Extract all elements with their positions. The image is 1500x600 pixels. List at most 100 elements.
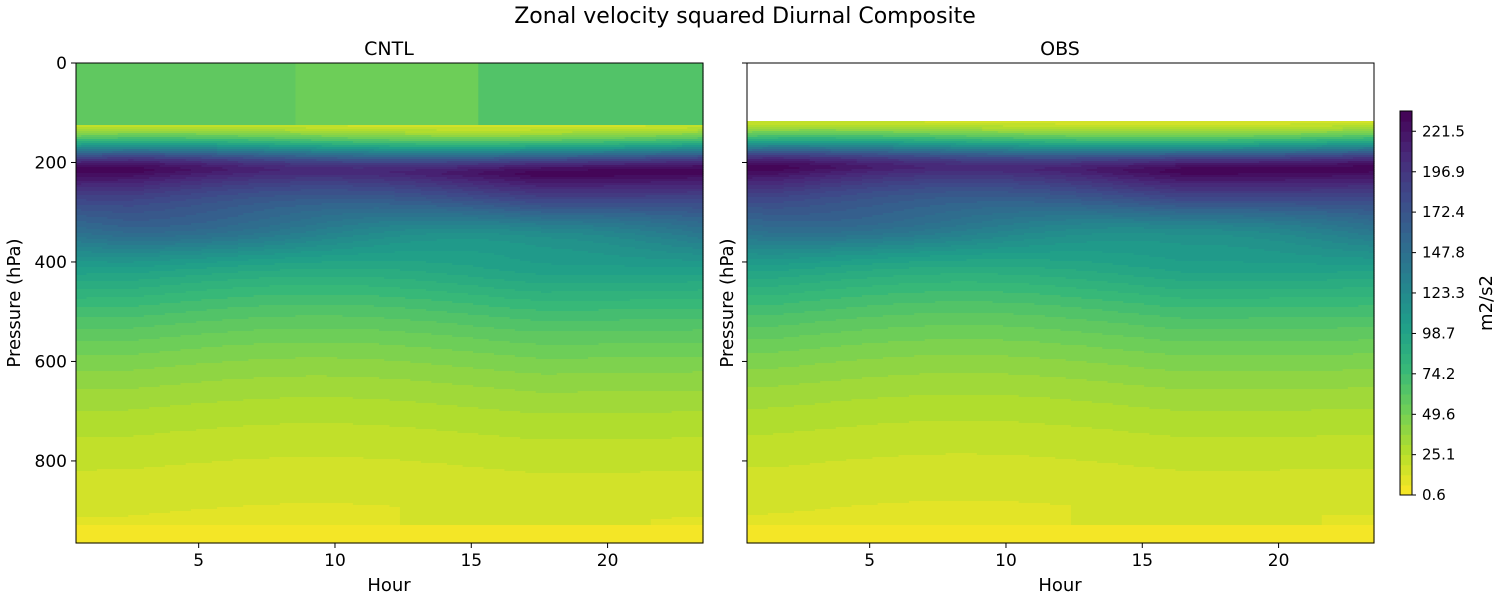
contour-cell	[1044, 197, 1103, 200]
contour-cell	[940, 273, 999, 276]
colorbar-level	[1400, 464, 1412, 476]
contour-cell	[452, 263, 553, 266]
contour-cell	[467, 169, 506, 172]
contour-cell	[747, 251, 832, 254]
contour-cell	[201, 299, 432, 302]
contour-cell	[399, 515, 704, 518]
contour-cell	[190, 205, 239, 208]
contour-cell	[747, 297, 842, 300]
contour-cell	[783, 303, 894, 306]
contour-cell	[1039, 173, 1082, 176]
axes-frame-cntl	[75, 62, 704, 544]
contour-cell	[269, 231, 307, 234]
contour-cell	[462, 213, 521, 216]
contour-cell	[399, 519, 652, 522]
contour-cell	[1311, 159, 1375, 162]
contour-cell	[478, 105, 704, 108]
contour-cell	[1123, 169, 1166, 172]
contour-cell	[1316, 139, 1375, 142]
contour-cell	[76, 181, 145, 184]
contour-cell	[190, 173, 234, 176]
contour-cell	[1165, 157, 1291, 160]
contour-cell	[1353, 217, 1375, 220]
contour-cell	[76, 267, 208, 270]
contour-cell	[342, 177, 411, 180]
contour-cell	[1159, 315, 1375, 318]
contour-cell	[982, 139, 1077, 142]
contour-cell	[405, 297, 506, 300]
contour-cell	[645, 213, 704, 216]
contour-cell	[237, 161, 286, 164]
contour-cell	[752, 177, 806, 180]
contour-cell	[893, 211, 947, 214]
contour-cell	[488, 295, 704, 298]
contour-cell	[76, 129, 286, 132]
contour-cell	[76, 153, 103, 156]
contour-cell	[488, 195, 537, 198]
contour-cell	[389, 243, 526, 246]
contour-cell	[747, 377, 863, 380]
contour-cell	[509, 317, 704, 320]
contour-cell	[494, 287, 704, 290]
contour-cell	[478, 75, 704, 78]
contour-cell	[201, 281, 438, 284]
contour-cell	[1138, 293, 1375, 296]
contour-cell	[747, 527, 1375, 530]
contour-cell	[1034, 201, 1114, 204]
contour-cell	[619, 245, 673, 248]
contour-cell	[76, 115, 297, 118]
contour-cell	[509, 341, 704, 344]
contour-cell	[747, 399, 853, 402]
contour-cell	[1128, 171, 1161, 174]
contour-cell	[76, 507, 218, 510]
contour-cell	[133, 205, 192, 208]
contour-cell	[1269, 239, 1323, 242]
contour-cell	[159, 151, 218, 154]
contour-cell	[180, 335, 453, 338]
contour-cell	[747, 167, 800, 170]
contour-cell	[76, 443, 704, 446]
contour-cell	[1097, 167, 1145, 170]
contour-cell	[747, 195, 790, 198]
contour-cell	[929, 153, 988, 156]
contour-cell	[1076, 195, 1124, 198]
contour-cell	[825, 191, 874, 194]
contour-cell	[473, 385, 704, 388]
contour-cell	[820, 299, 1103, 302]
contour-cell	[76, 139, 250, 142]
contour-cell	[1144, 183, 1375, 186]
contour-cell	[603, 215, 683, 218]
contour-cell	[645, 241, 688, 244]
contour-cell	[76, 439, 704, 442]
contour-cell	[1091, 181, 1124, 184]
contour-cell	[222, 379, 411, 382]
contour-cell	[76, 177, 150, 180]
contour-cell	[180, 239, 239, 242]
contour-cell	[1300, 225, 1339, 228]
contour-cell	[747, 281, 821, 284]
contour-cell	[966, 135, 1067, 138]
contour-cell	[997, 131, 1328, 134]
contour-cell	[76, 231, 124, 234]
contour-cell	[1285, 153, 1344, 156]
contour-cell	[747, 133, 931, 136]
contour-cell	[285, 257, 511, 260]
contour-cell	[368, 227, 542, 230]
contour-cell	[368, 239, 438, 242]
contour-cell	[1175, 163, 1339, 166]
contour-cell	[399, 459, 704, 462]
contour-cell	[671, 245, 704, 248]
contour-cell	[666, 227, 704, 230]
contour-cell	[504, 215, 605, 218]
contour-cell	[164, 191, 208, 194]
contour-cell	[747, 261, 821, 264]
contour-cell	[138, 279, 229, 282]
contour-cell	[635, 233, 673, 236]
contour-cell	[488, 315, 704, 318]
contour-cell	[76, 447, 704, 450]
contour-cell	[877, 153, 931, 156]
contour-cell	[76, 137, 119, 140]
contour-cell	[794, 405, 1130, 408]
contour-cell	[389, 225, 511, 228]
contour-cell	[757, 253, 785, 256]
